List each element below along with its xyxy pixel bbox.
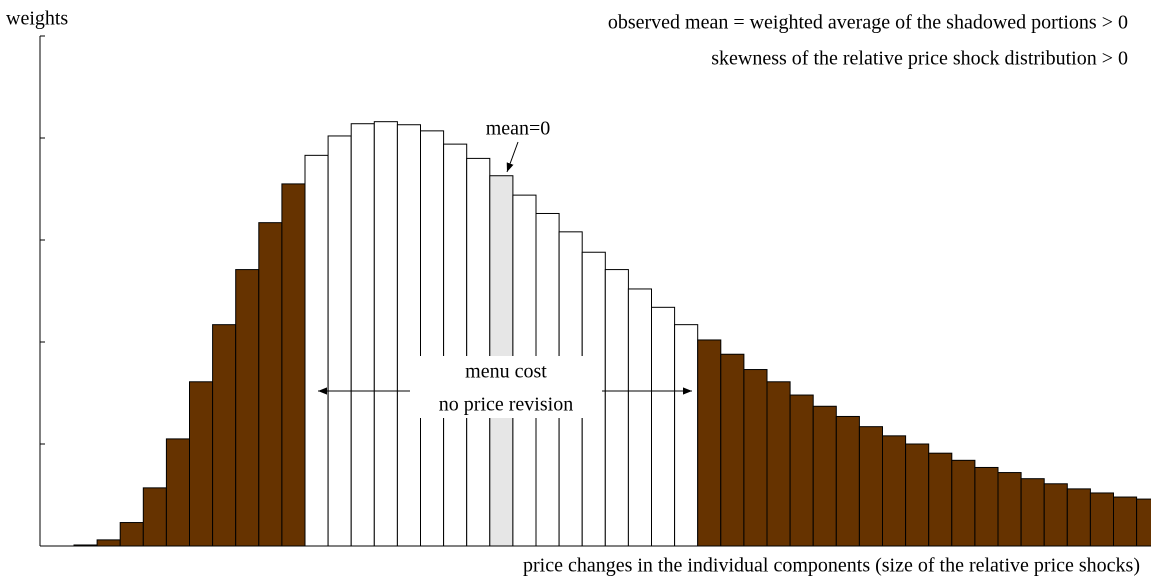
mean-arrow bbox=[506, 141, 519, 173]
bar bbox=[766, 381, 791, 547]
bar bbox=[1089, 492, 1115, 547]
axes bbox=[39, 35, 1151, 547]
bar bbox=[674, 324, 699, 547]
bar bbox=[142, 487, 167, 547]
bars bbox=[73, 121, 1151, 547]
x-axis-label: price changes in the individual componen… bbox=[523, 555, 1140, 577]
bar bbox=[812, 405, 837, 547]
bar bbox=[235, 269, 260, 547]
bar bbox=[420, 130, 445, 547]
bar bbox=[304, 154, 329, 547]
annotation: no price revision bbox=[439, 394, 573, 416]
bar bbox=[119, 522, 144, 547]
bar bbox=[396, 124, 421, 547]
bar bbox=[997, 472, 1022, 547]
bar bbox=[882, 435, 907, 547]
bar bbox=[835, 415, 860, 547]
bar bbox=[96, 539, 121, 547]
bar bbox=[189, 381, 214, 547]
annotation: menu cost bbox=[465, 361, 547, 383]
bar bbox=[1043, 483, 1068, 547]
bar bbox=[466, 157, 491, 547]
label-background bbox=[412, 356, 600, 418]
bar bbox=[604, 269, 629, 547]
annotation: observed mean = weighted average of the … bbox=[608, 12, 1128, 34]
bar bbox=[1066, 488, 1091, 547]
bar bbox=[1113, 496, 1138, 547]
bar bbox=[720, 353, 745, 547]
bar bbox=[627, 288, 653, 547]
bar bbox=[258, 222, 283, 547]
bar bbox=[327, 135, 352, 547]
bar bbox=[443, 143, 468, 547]
bar bbox=[165, 438, 190, 547]
bar bbox=[373, 121, 398, 547]
bar bbox=[697, 339, 722, 547]
bar bbox=[651, 306, 676, 547]
bar bbox=[905, 443, 930, 547]
bar bbox=[789, 394, 814, 547]
bar bbox=[974, 466, 999, 547]
bar bbox=[1136, 498, 1151, 547]
bar bbox=[951, 459, 976, 547]
bar bbox=[928, 452, 953, 547]
annotation: mean=0 bbox=[486, 118, 551, 140]
annotation: skewness of the relative price shock dis… bbox=[711, 48, 1128, 70]
bar bbox=[212, 324, 237, 547]
bar bbox=[281, 183, 306, 547]
bar bbox=[1020, 478, 1045, 547]
y-axis-label: weights bbox=[6, 8, 68, 30]
bar bbox=[743, 369, 768, 547]
bar bbox=[350, 123, 375, 547]
bar bbox=[858, 426, 884, 547]
